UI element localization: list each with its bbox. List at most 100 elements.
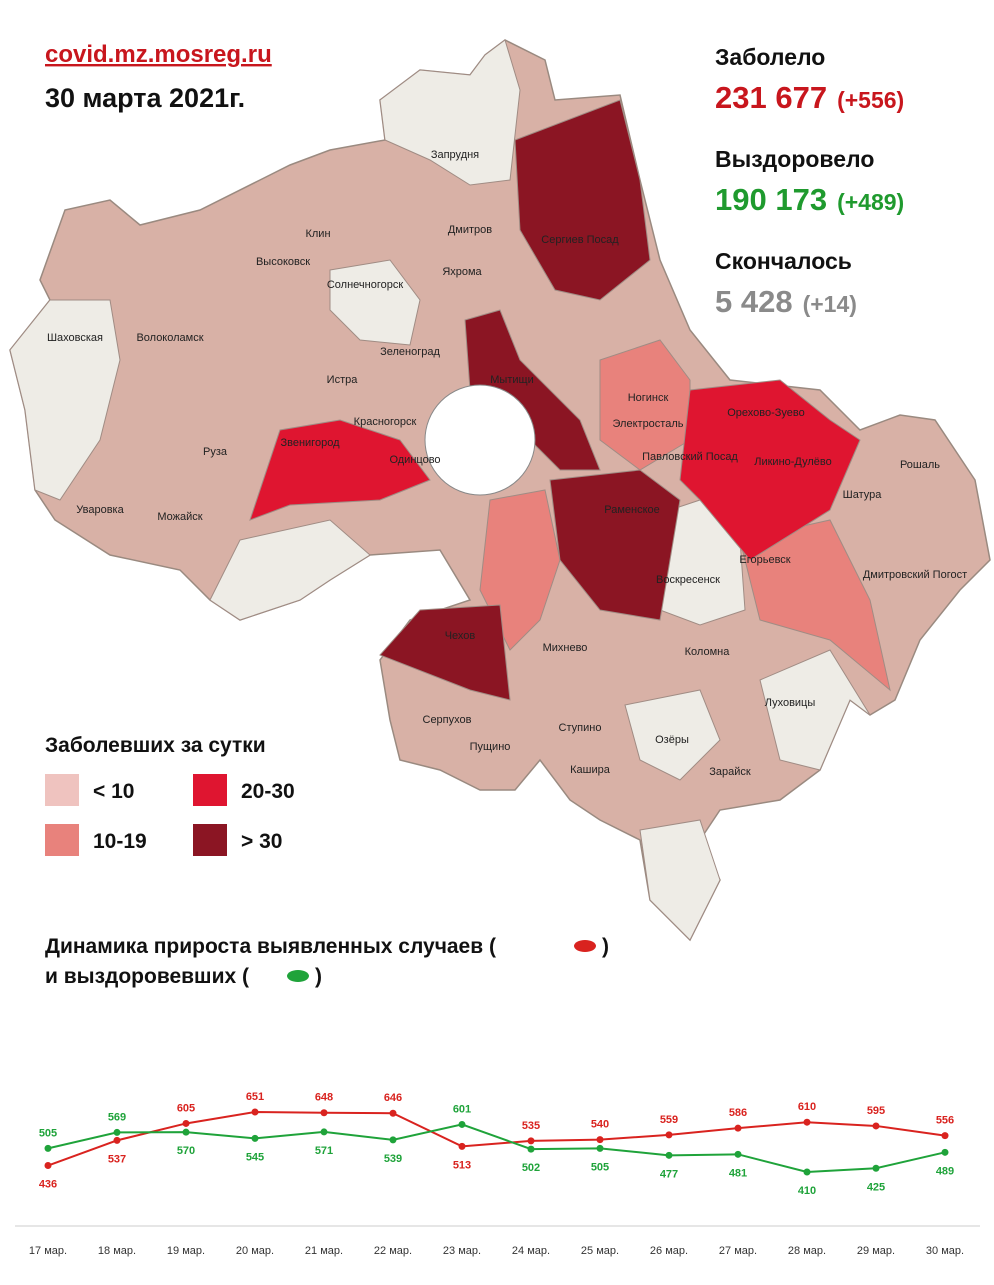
town-label: Шатура [843,489,883,501]
town-label: Запрудня [431,149,479,161]
town-label: Солнечногорск [327,279,403,291]
chart: Динамика прироста выявленных случаев () и… [15,935,980,1257]
value-label: 571 [315,1145,333,1157]
town-label: Егорьевск [739,554,790,566]
value-label: 605 [177,1102,195,1114]
town-label: Истра [327,374,359,386]
legend-title: Заболевших за сутки [45,734,266,757]
district-light [379,39,521,186]
value-label: 505 [39,1127,57,1139]
point [389,1136,397,1144]
town-label: Серпухов [423,714,472,726]
site: covid.mz.mosreg.ru [45,41,272,68]
stat-value: 231 677 (+556) [715,80,904,115]
x-tick-label: 24 мар. [512,1245,550,1257]
legend-label: > 30 [241,830,282,853]
series-line [47,1123,946,1174]
district-top [549,469,681,621]
town-label: Мытищи [490,374,533,386]
x-tick-label: 27 мар. [719,1245,757,1257]
chart-title-part: и выздоровевших ( [45,965,249,988]
town-label: Зарайск [709,766,751,778]
town-label: Михнево [543,642,588,654]
district-light [209,519,371,621]
value-label: 477 [660,1168,678,1180]
town-label: Луховицы [765,697,816,709]
town-label: Пущино [470,741,511,753]
point [320,1128,328,1136]
town-label: Ступино [559,722,602,734]
point [941,1132,949,1140]
chart-title: Динамика прироста выявленных случаев ( [45,935,496,958]
value-label: 648 [315,1092,333,1104]
chart-title-part: Динамика прироста выявленных случаев ( [45,935,496,958]
town-label: Можайск [157,511,202,523]
value-label: 545 [246,1151,264,1163]
stat-delta: (+556) [837,87,904,113]
point [113,1136,121,1144]
value-label: 601 [453,1103,471,1115]
town-label: Озёры [655,734,689,746]
value-label: 595 [867,1105,885,1117]
point [734,1150,742,1158]
stat-label: Выздоровело [715,146,874,172]
town-label: Раменское [604,504,660,516]
x-tick-label: 17 мар. [29,1245,67,1257]
point [872,1164,880,1172]
town-label: Одинцово [389,454,440,466]
legend-label: 10-19 [93,830,147,853]
town-label: Рошаль [900,459,940,471]
town-label: Орехово-Зуево [727,407,805,419]
value-label: 410 [798,1185,816,1197]
stat-number: 190 173 [715,182,827,217]
district-top [514,99,651,301]
point [182,1128,190,1136]
town-label: Чехов [445,630,476,642]
value-label: 502 [522,1162,540,1174]
x-tick-label: 20 мар. [236,1245,274,1257]
district-light [624,689,721,781]
district-high [249,419,431,521]
point [941,1148,949,1156]
point [596,1136,604,1144]
point [872,1122,880,1130]
value-label: 556 [936,1115,954,1127]
point [803,1168,811,1176]
point [665,1151,673,1159]
map: Запрудня Клин Дмитров Сергиев Посад Высоковс… [9,39,991,942]
stats: Заболело 231 677 (+556) Выздоровело 190 173 (… [715,44,904,319]
town-label: Воскресенск [656,574,720,586]
stat-label: Скончалось [715,248,852,274]
legend-swatch [45,774,79,806]
point [803,1118,811,1126]
district-light [9,299,121,501]
x-tick-label: 30 мар. [926,1245,964,1257]
point [665,1131,673,1139]
date: 30 марта 2021г. [45,83,245,113]
district-light [329,259,421,346]
value-label: 586 [729,1107,747,1119]
town-label: Зеленоград [380,346,440,358]
town-label: Дмитровский Погост [863,569,967,581]
point [320,1109,328,1117]
legend-label: < 10 [93,780,134,803]
value-label: 559 [660,1114,678,1126]
stat-delta: (+14) [803,291,857,317]
district-mid [739,519,891,692]
value-label: 425 [867,1181,885,1193]
value-label: 539 [384,1153,402,1165]
x-tick-label: 22 мар. [374,1245,412,1257]
town-label: Высоковск [256,256,310,268]
x-tick-label: 18 мар. [98,1245,136,1257]
x-tick-label: 21 мар. [305,1245,343,1257]
value-label: 570 [177,1145,195,1157]
point [527,1145,535,1153]
point [44,1144,52,1152]
town-label: Клин [305,228,330,240]
value-label: 505 [591,1161,609,1173]
legend-swatch [193,824,227,856]
town-label: Звенигород [280,437,340,449]
x-tick-label: 19 мар. [167,1245,205,1257]
x-tick-label: 29 мар. [857,1245,895,1257]
point [734,1124,742,1132]
